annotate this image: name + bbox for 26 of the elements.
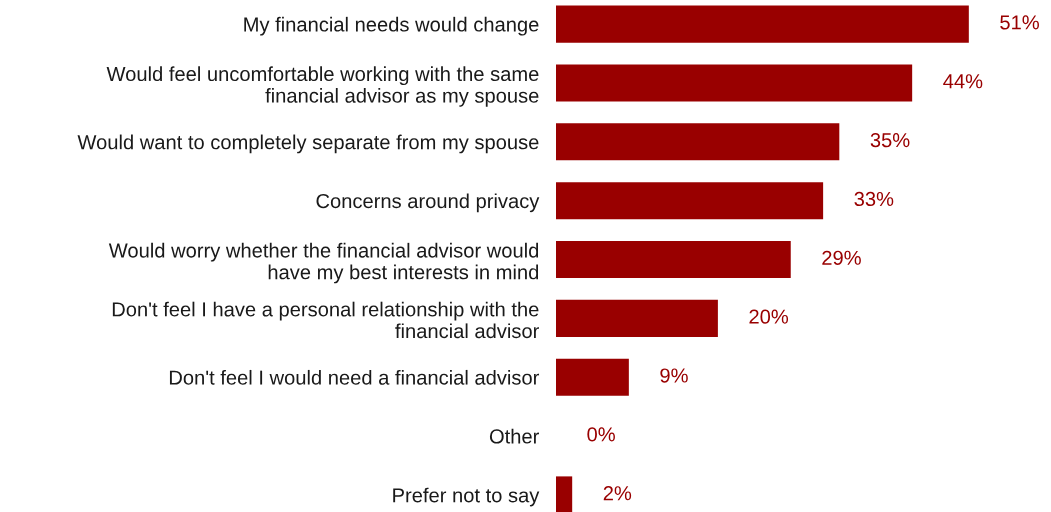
y-tick-label: Prefer not to say bbox=[393, 487, 540, 507]
data-label: 51% bbox=[1000, 15, 1039, 30]
y-tick-label: Would want to completely separate from my spouse bbox=[77, 134, 539, 154]
y-tick-label: Would worry whether the financial advisor would have my best interests in mind bbox=[108, 242, 539, 284]
data-label: 0% bbox=[587, 427, 615, 442]
bar bbox=[556, 358, 629, 396]
bar bbox=[556, 299, 718, 337]
y-tick-label: Don't feel I would need a financial advisor bbox=[169, 369, 540, 385]
bar bbox=[556, 240, 791, 279]
bar bbox=[556, 64, 913, 102]
data-label: 33% bbox=[854, 191, 894, 207]
y-tick-label: Concerns around privacy bbox=[316, 193, 540, 213]
bar bbox=[556, 182, 824, 220]
y-tick-label: My financial needs would change bbox=[244, 16, 539, 36]
y-tick-label: Don't feel I have a personal relationship with the financial advisor bbox=[112, 301, 540, 339]
y-tick-label: Other bbox=[489, 428, 539, 444]
bar bbox=[556, 5, 969, 43]
data-label: 44% bbox=[943, 74, 983, 89]
data-label: 29% bbox=[822, 250, 861, 265]
data-label: 35% bbox=[870, 132, 910, 148]
data-label: 9% bbox=[660, 368, 688, 383]
bar bbox=[556, 123, 840, 161]
data-label: 2% bbox=[603, 486, 632, 501]
y-tick-label: Would feel uncomfortable working with the same financial advisor as my spouse bbox=[106, 66, 539, 107]
bar bbox=[556, 476, 573, 512]
data-label: 20% bbox=[749, 309, 789, 324]
